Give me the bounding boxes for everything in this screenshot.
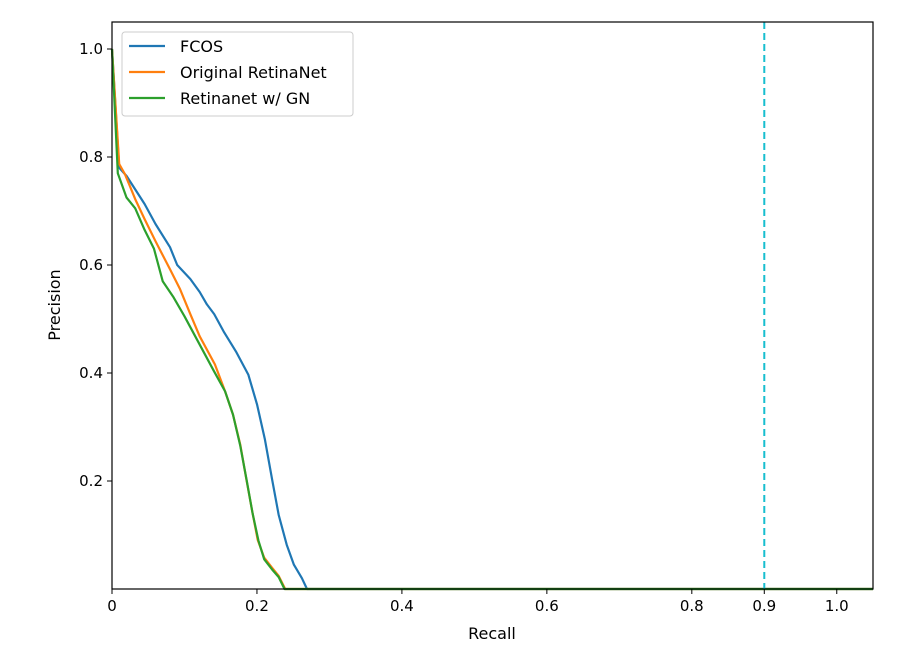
y-axis: 0.2 0.4 0.6 0.8 1.0 [79, 40, 112, 490]
x-tick-label: 0.8 [680, 597, 704, 615]
x-tick-label: 0.9 [752, 597, 776, 615]
series-layer [110, 48, 873, 591]
x-tick-label: 1.0 [825, 597, 849, 615]
x-tick-label: 0.2 [245, 597, 269, 615]
legend-label-2: Retinanet w/ GN [180, 89, 310, 108]
y-tick-label: 1.0 [79, 40, 103, 58]
plot-frame [111, 21, 874, 590]
x-tick-label: 0 [107, 597, 117, 615]
legend-label-0: FCOS [180, 37, 223, 56]
legend-box [121, 31, 354, 117]
series-line-0 [110, 48, 873, 591]
x-tick-label: 0.6 [535, 597, 559, 615]
series-line-2 [110, 48, 873, 591]
legend-label-1: Original RetinaNet [180, 63, 327, 82]
legend: FCOS Original RetinaNet Retinanet w/ GN [121, 31, 354, 117]
y-tick-label: 0.4 [79, 364, 103, 382]
x-axis: 0 0.2 0.4 0.6 0.8 0.9 1.0 [107, 589, 849, 615]
y-tick-label: 0.6 [79, 256, 103, 274]
y-axis-label: Precision [45, 269, 64, 340]
y-tick-label: 0.2 [79, 472, 103, 490]
x-axis-label: Recall [468, 624, 516, 643]
y-tick-label: 0.8 [79, 148, 103, 166]
x-tick-label: 0.4 [390, 597, 414, 615]
